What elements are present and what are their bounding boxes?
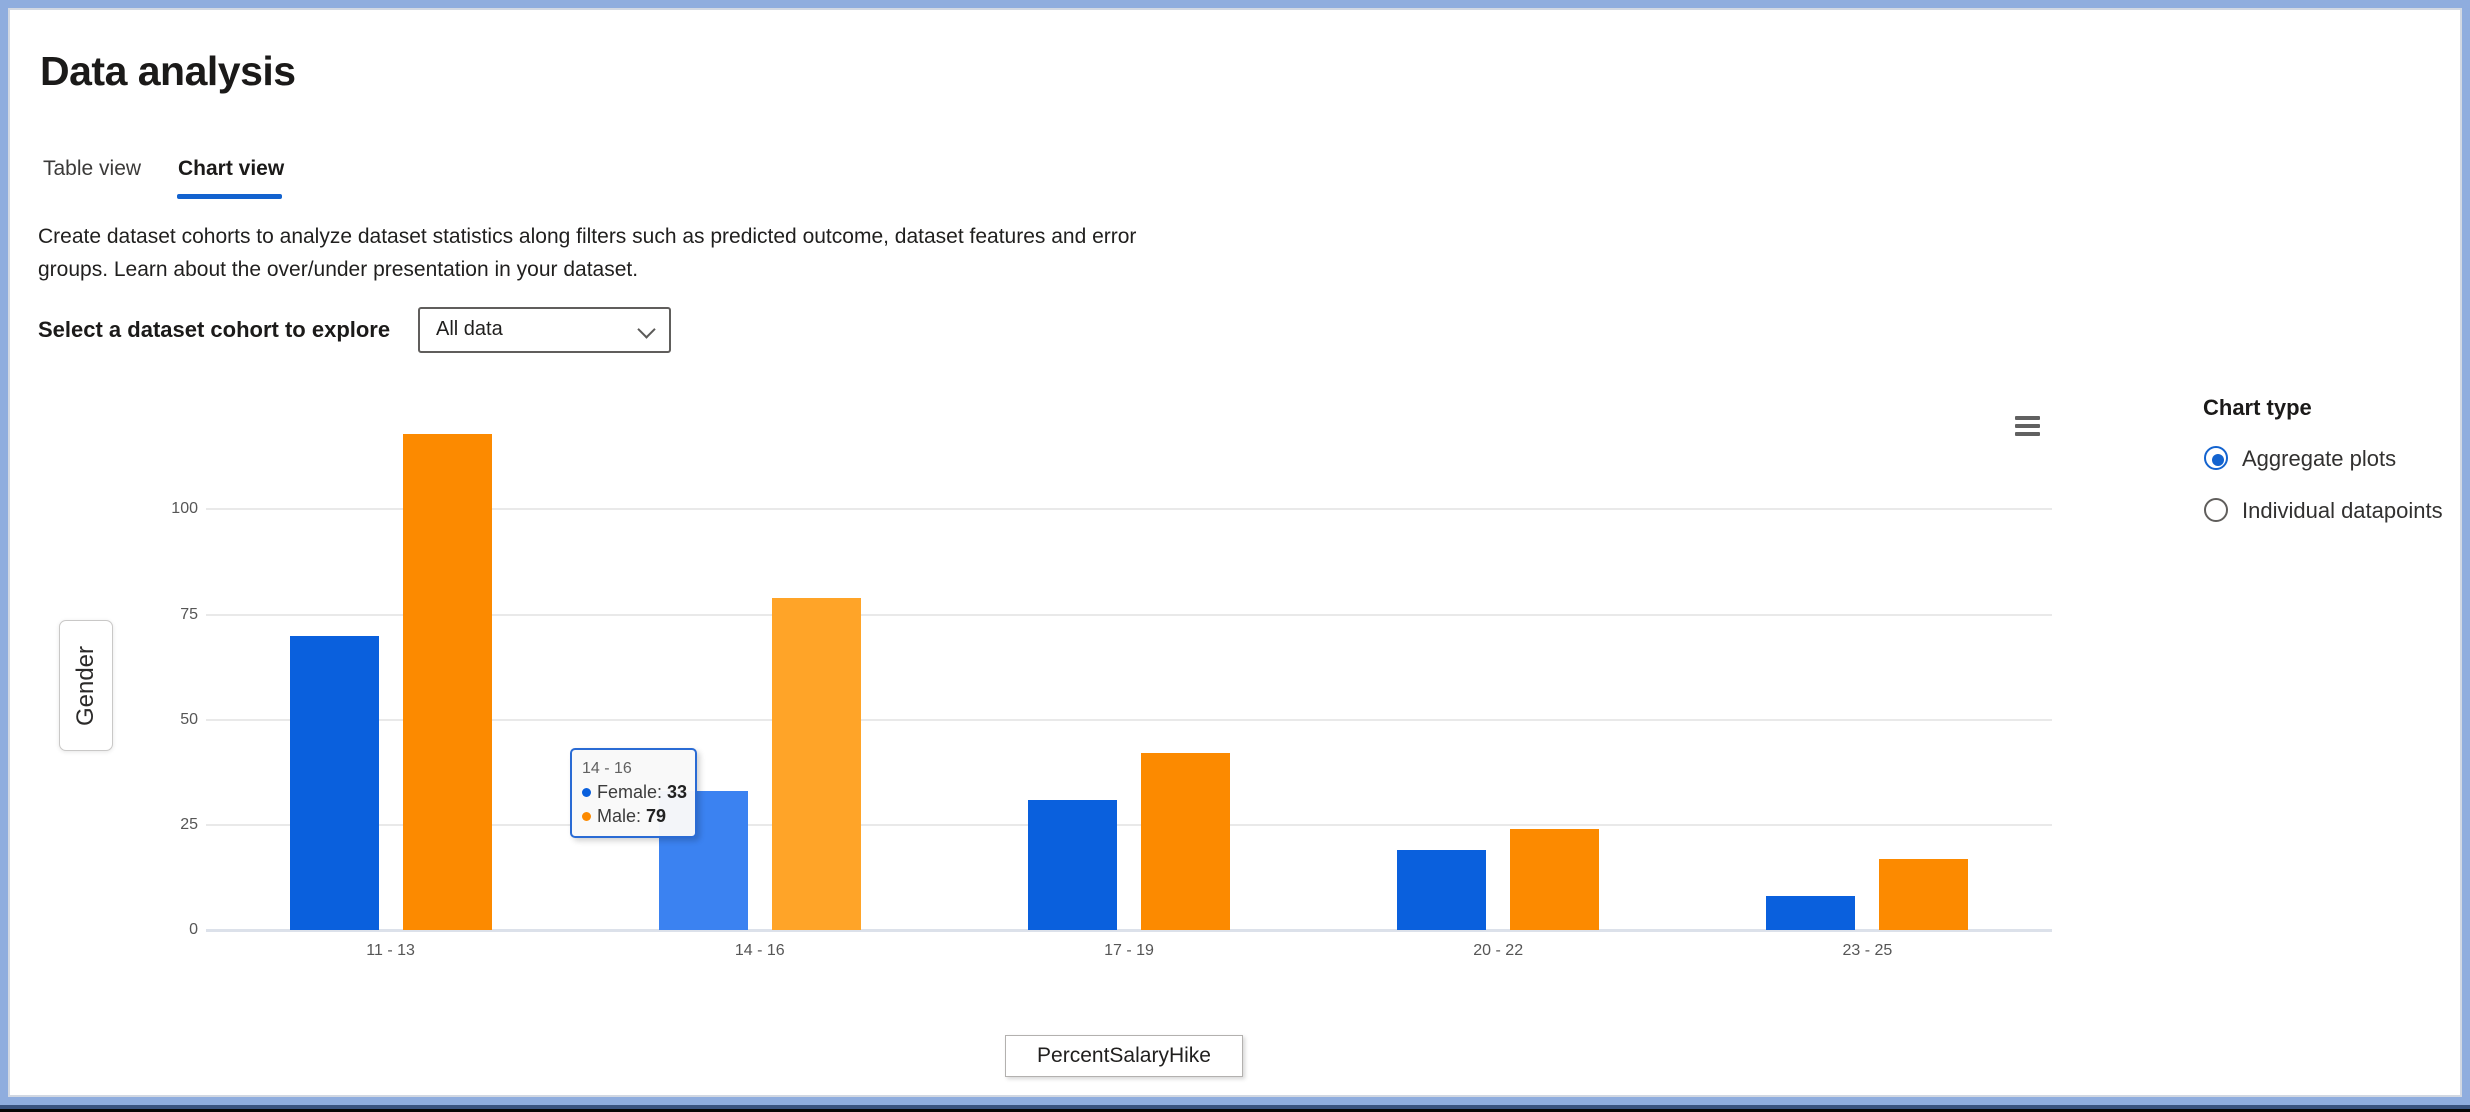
x-tick-label-20-22: 20 - 22 bbox=[1473, 942, 1524, 959]
chart-tooltip: 14 - 16 Female: 33 Male: 79 bbox=[570, 748, 697, 838]
y-tick-label-75: 75 bbox=[180, 605, 198, 623]
radio-individual-datapoints[interactable]: Individual datapoints bbox=[2204, 497, 2470, 527]
cohort-select-label: Select a dataset cohort to explore bbox=[38, 317, 391, 342]
x-axis-label: PercentSalaryHike bbox=[1037, 1044, 1211, 1067]
radio-selected-icon bbox=[2204, 446, 2228, 470]
bar-female-23-25[interactable] bbox=[1766, 896, 1856, 930]
tooltip-row-female: Female: 33 bbox=[582, 780, 687, 804]
gridline-y-50 bbox=[206, 718, 2052, 721]
bar-male-17-19[interactable] bbox=[1141, 753, 1230, 930]
bar-female-20-22[interactable] bbox=[1397, 850, 1487, 930]
description-line1: Create dataset cohorts to analyze datase… bbox=[38, 225, 1137, 248]
description-line2: groups. Learn about the over/under prese… bbox=[38, 258, 639, 281]
cohort-dropdown-value: All data bbox=[436, 318, 503, 340]
series-dot-icon bbox=[582, 788, 591, 797]
tab-chart-view[interactable]: Chart view bbox=[178, 157, 285, 180]
window-bottom-edge bbox=[0, 1105, 2470, 1109]
y-axis-label: Gender bbox=[72, 645, 99, 726]
bar-male-14-16[interactable] bbox=[771, 597, 861, 930]
x-axis-line bbox=[206, 929, 2052, 932]
gridline-y-100 bbox=[206, 508, 2052, 511]
y-tick-label-100: 100 bbox=[171, 500, 198, 518]
bar-female-11-13[interactable] bbox=[289, 635, 379, 930]
tooltip-row-male: Male: 79 bbox=[582, 804, 685, 828]
tooltip-category: 14 - 16 bbox=[582, 760, 632, 777]
page-title: Data analysis bbox=[40, 48, 296, 94]
screen-bottom-band bbox=[0, 1109, 2470, 1112]
chart-menu-hamburger-icon[interactable] bbox=[2012, 411, 2044, 443]
gridline-y-25 bbox=[206, 823, 2052, 826]
x-axis-label-button[interactable]: PercentSalaryHike bbox=[1005, 1035, 1243, 1077]
series-dot-icon bbox=[582, 812, 591, 821]
bar-female-17-19[interactable] bbox=[1028, 799, 1117, 930]
chart-type-heading: Chart type bbox=[2203, 395, 2312, 420]
y-tick-label-50: 50 bbox=[180, 710, 198, 728]
y-axis-label-button[interactable]: Gender bbox=[59, 620, 113, 751]
gridline-y-75 bbox=[206, 613, 2052, 616]
radio-unselected-icon bbox=[2204, 498, 2228, 522]
tab-table-view[interactable]: Table view bbox=[43, 157, 142, 180]
bar-male-11-13[interactable] bbox=[402, 433, 492, 930]
x-tick-label-23-25: 23 - 25 bbox=[1842, 942, 1893, 959]
radio-aggregate-plots-label: Aggregate plots bbox=[2242, 446, 2397, 471]
active-tab-underline bbox=[177, 194, 282, 199]
chevron-down-icon bbox=[637, 320, 656, 339]
x-tick-label-14-16: 14 - 16 bbox=[734, 942, 785, 959]
description-text: Create dataset cohorts to analyze datase… bbox=[38, 220, 1238, 286]
x-tick-label-17-19: 17 - 19 bbox=[1104, 942, 1154, 959]
radio-individual-datapoints-label: Individual datapoints bbox=[2242, 498, 2443, 523]
bar-male-20-22[interactable] bbox=[1510, 829, 1600, 930]
y-tick-label-25: 25 bbox=[180, 815, 198, 833]
x-tick-label-11-13: 11 - 13 bbox=[366, 942, 415, 959]
cohort-dropdown[interactable]: All data bbox=[418, 307, 671, 353]
radio-aggregate-plots[interactable]: Aggregate plots bbox=[2204, 445, 2464, 475]
bar-male-23-25[interactable] bbox=[1879, 858, 1969, 930]
y-tick-label-0: 0 bbox=[189, 921, 198, 938]
